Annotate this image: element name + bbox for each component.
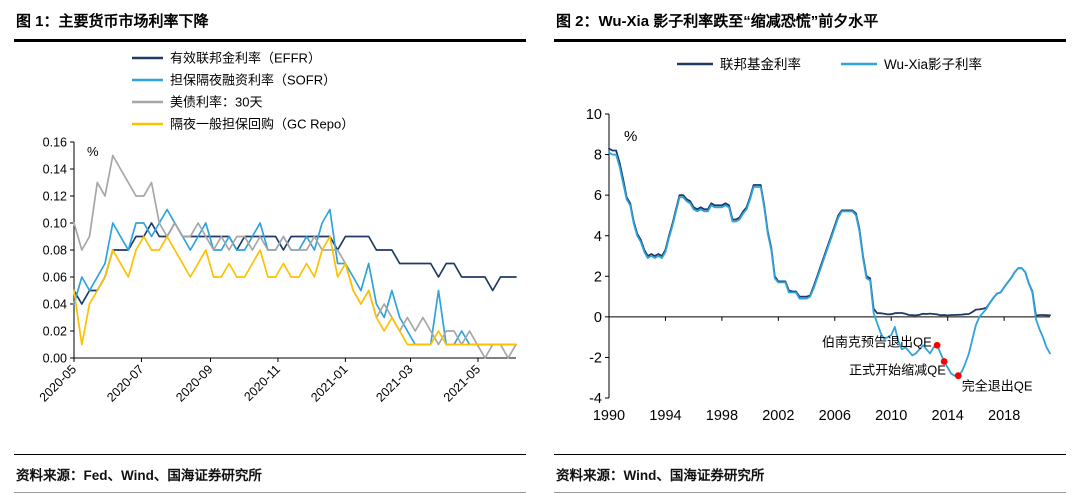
y-tick-label: -4	[589, 391, 602, 407]
y-tick-label: 0.02	[43, 324, 67, 338]
y-tick-label: 0.16	[43, 135, 67, 149]
x-tick-label: 2018	[988, 408, 1020, 424]
legend-label: 隔夜一般担保回购（GC Repo）	[170, 117, 354, 132]
y-tick-label: 6	[594, 188, 602, 204]
y-tick-label: 0.04	[43, 297, 67, 311]
x-tick-label: 2020-11	[241, 362, 283, 404]
x-tick-label: 1998	[706, 408, 738, 424]
series-line	[73, 235, 517, 346]
figure-1-chart-area: 0.00 0.02 0.04 0.06 0.08 0.10 0.12 0.14 0.16 2020…	[14, 42, 526, 444]
y-tick-label: 0.00	[43, 351, 67, 365]
y-unit-label: %	[624, 128, 637, 145]
y-tick-label: 0.12	[43, 189, 67, 203]
y-tick-label: 2	[594, 269, 602, 285]
shadow-rate-chart: -4 -2 0 2 4 6 8 10 1990 1994 1998 2002 2006 2010 2014 2…	[586, 56, 1051, 424]
annotation-label: 正式开始缩减QE	[849, 363, 946, 378]
figure-2-source: 资料来源：Wind、国海证券研究所	[554, 454, 1066, 493]
y-unit-label: %	[87, 144, 99, 159]
y-tick-label: 4	[594, 229, 602, 245]
legend-label: 联邦基金利率	[720, 56, 801, 72]
money-market-rates-chart: 0.00 0.02 0.04 0.06 0.08 0.10 0.12 0.14 0.16 2020…	[37, 51, 517, 405]
figure-2-chart-area: -4 -2 0 2 4 6 8 10 1990 1994 1998 2002 2006 2010 2014 2…	[554, 42, 1066, 444]
annotation-dot	[940, 358, 948, 365]
y-tick-label: 0	[594, 310, 602, 326]
x-tick-label: 1990	[593, 408, 625, 424]
figure-2-title: 图 2：Wu-Xia 影子利率跌至“缩减恐慌”前夕水平	[554, 6, 1066, 42]
y-tick-label: -2	[589, 351, 602, 367]
y-tick-label: 0.14	[43, 162, 67, 176]
annotation-dot	[954, 372, 962, 380]
x-tick-label: 2010	[875, 408, 907, 424]
figure-1: 图 1：主要货币市场利率下降 0.00 0.02 0.04 0.06 0.08 0.10 0…	[0, 6, 540, 493]
legend-label: 有效联邦金利率（EFFR）	[170, 51, 321, 66]
figure-1-title: 图 1：主要货币市场利率下降	[14, 6, 526, 42]
annotation-label: 完全退出QE	[962, 378, 1033, 393]
x-tick-label: 2021-05	[441, 362, 483, 404]
legend: 联邦基金利率 Wu-Xia影子利率	[676, 56, 982, 72]
series-line	[608, 147, 1051, 317]
series-line	[73, 222, 517, 305]
y-tick-label: 0.08	[43, 243, 67, 257]
series-line	[73, 154, 517, 359]
annotation-label: 伯南克预告退出QE	[822, 334, 932, 349]
x-tick-label: 1994	[649, 408, 681, 424]
y-tick-label: 0.10	[43, 216, 67, 230]
x-tick-label: 2014	[932, 408, 964, 424]
series-line	[608, 151, 1051, 377]
y-tick-label: 8	[594, 148, 602, 164]
annotation-dot	[933, 341, 941, 349]
y-tick-label: 10	[586, 107, 602, 123]
legend-label: 担保隔夜融资利率（SOFR）	[170, 73, 336, 88]
figure-2: 图 2：Wu-Xia 影子利率跌至“缩减恐慌”前夕水平 -4 -2 0 2 4 6 8 10 1…	[540, 6, 1080, 493]
legend-label: 美债利率：30天	[170, 95, 262, 110]
figure-1-source: 资料来源：Fed、Wind、国海证券研究所	[14, 454, 526, 493]
x-tick-label: 2020-07	[104, 362, 146, 404]
y-tick-label: 0.06	[43, 270, 67, 284]
x-tick-label: 2006	[819, 408, 851, 424]
legend-label: Wu-Xia影子利率	[884, 56, 982, 72]
x-tick-label: 2020-05	[37, 362, 79, 404]
x-tick-label: 2021-03	[373, 362, 415, 404]
x-tick-label: 2021-01	[308, 362, 350, 404]
x-tick-label: 2002	[762, 408, 794, 424]
x-tick-label: 2020-09	[173, 362, 215, 404]
